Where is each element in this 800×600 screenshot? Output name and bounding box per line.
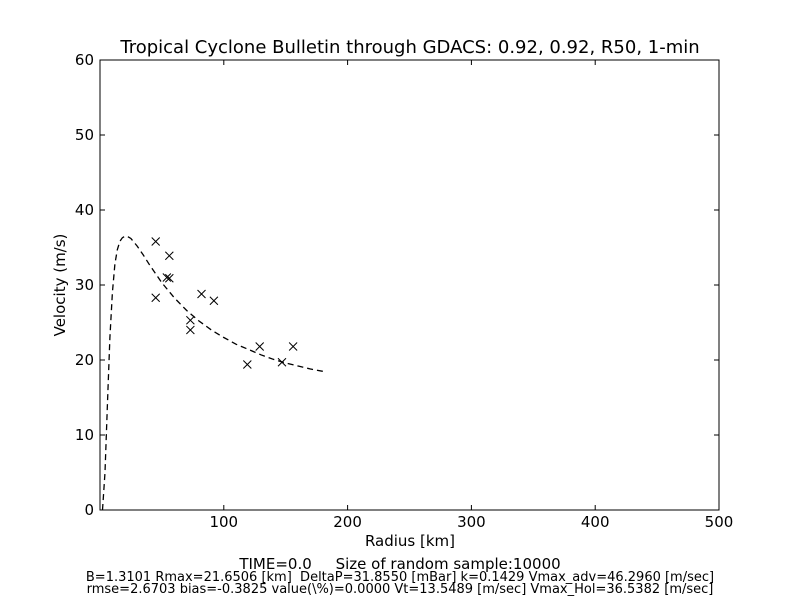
y-tick-label: 40 — [75, 201, 94, 219]
observation-point — [288, 342, 298, 351]
observation-point — [162, 273, 172, 282]
footer-statistics: rmse=2.6703 bias=-0.3825 value(\%)=0.000… — [86, 582, 714, 597]
x-tick-label: 300 — [457, 513, 486, 531]
plot-frame — [99, 59, 720, 511]
y-tick-label: 20 — [75, 351, 94, 369]
x-tick-label: 500 — [705, 513, 734, 531]
observation-point — [277, 357, 287, 367]
footer-time-sample: TIME=0.0 Size of random sample:10000 — [239, 555, 561, 573]
y-tick-label: 60 — [75, 51, 94, 69]
observation-point — [255, 342, 265, 351]
observation-point — [151, 293, 161, 303]
observation-point — [186, 315, 195, 325]
chart-title: Tropical Cyclone Bulletin through GDACS:… — [119, 37, 699, 58]
observation-point — [209, 296, 219, 306]
y-tick-label: 0 — [84, 501, 94, 519]
observation-point — [164, 251, 174, 261]
profile-curve-line — [101, 235, 323, 511]
y-tick-label: 50 — [75, 126, 94, 144]
observation-point — [151, 237, 161, 246]
y-tick-label: 30 — [75, 276, 94, 294]
observation-point — [164, 273, 174, 283]
observation-point — [186, 325, 195, 335]
y-axis-label: Velocity (m/s) — [51, 234, 69, 337]
observation-point — [197, 289, 206, 299]
x-tick-label: 200 — [333, 513, 362, 531]
footer-parameters: B=1.3101 Rmax=21.6506 [km] DeltaP=31.855… — [85, 570, 715, 585]
x-axis-label: Radius [km] — [365, 532, 455, 550]
observation-point — [242, 360, 252, 369]
x-tick-label: 400 — [581, 513, 610, 531]
x-tick-label: 100 — [209, 513, 238, 531]
y-tick-label: 10 — [75, 426, 94, 444]
